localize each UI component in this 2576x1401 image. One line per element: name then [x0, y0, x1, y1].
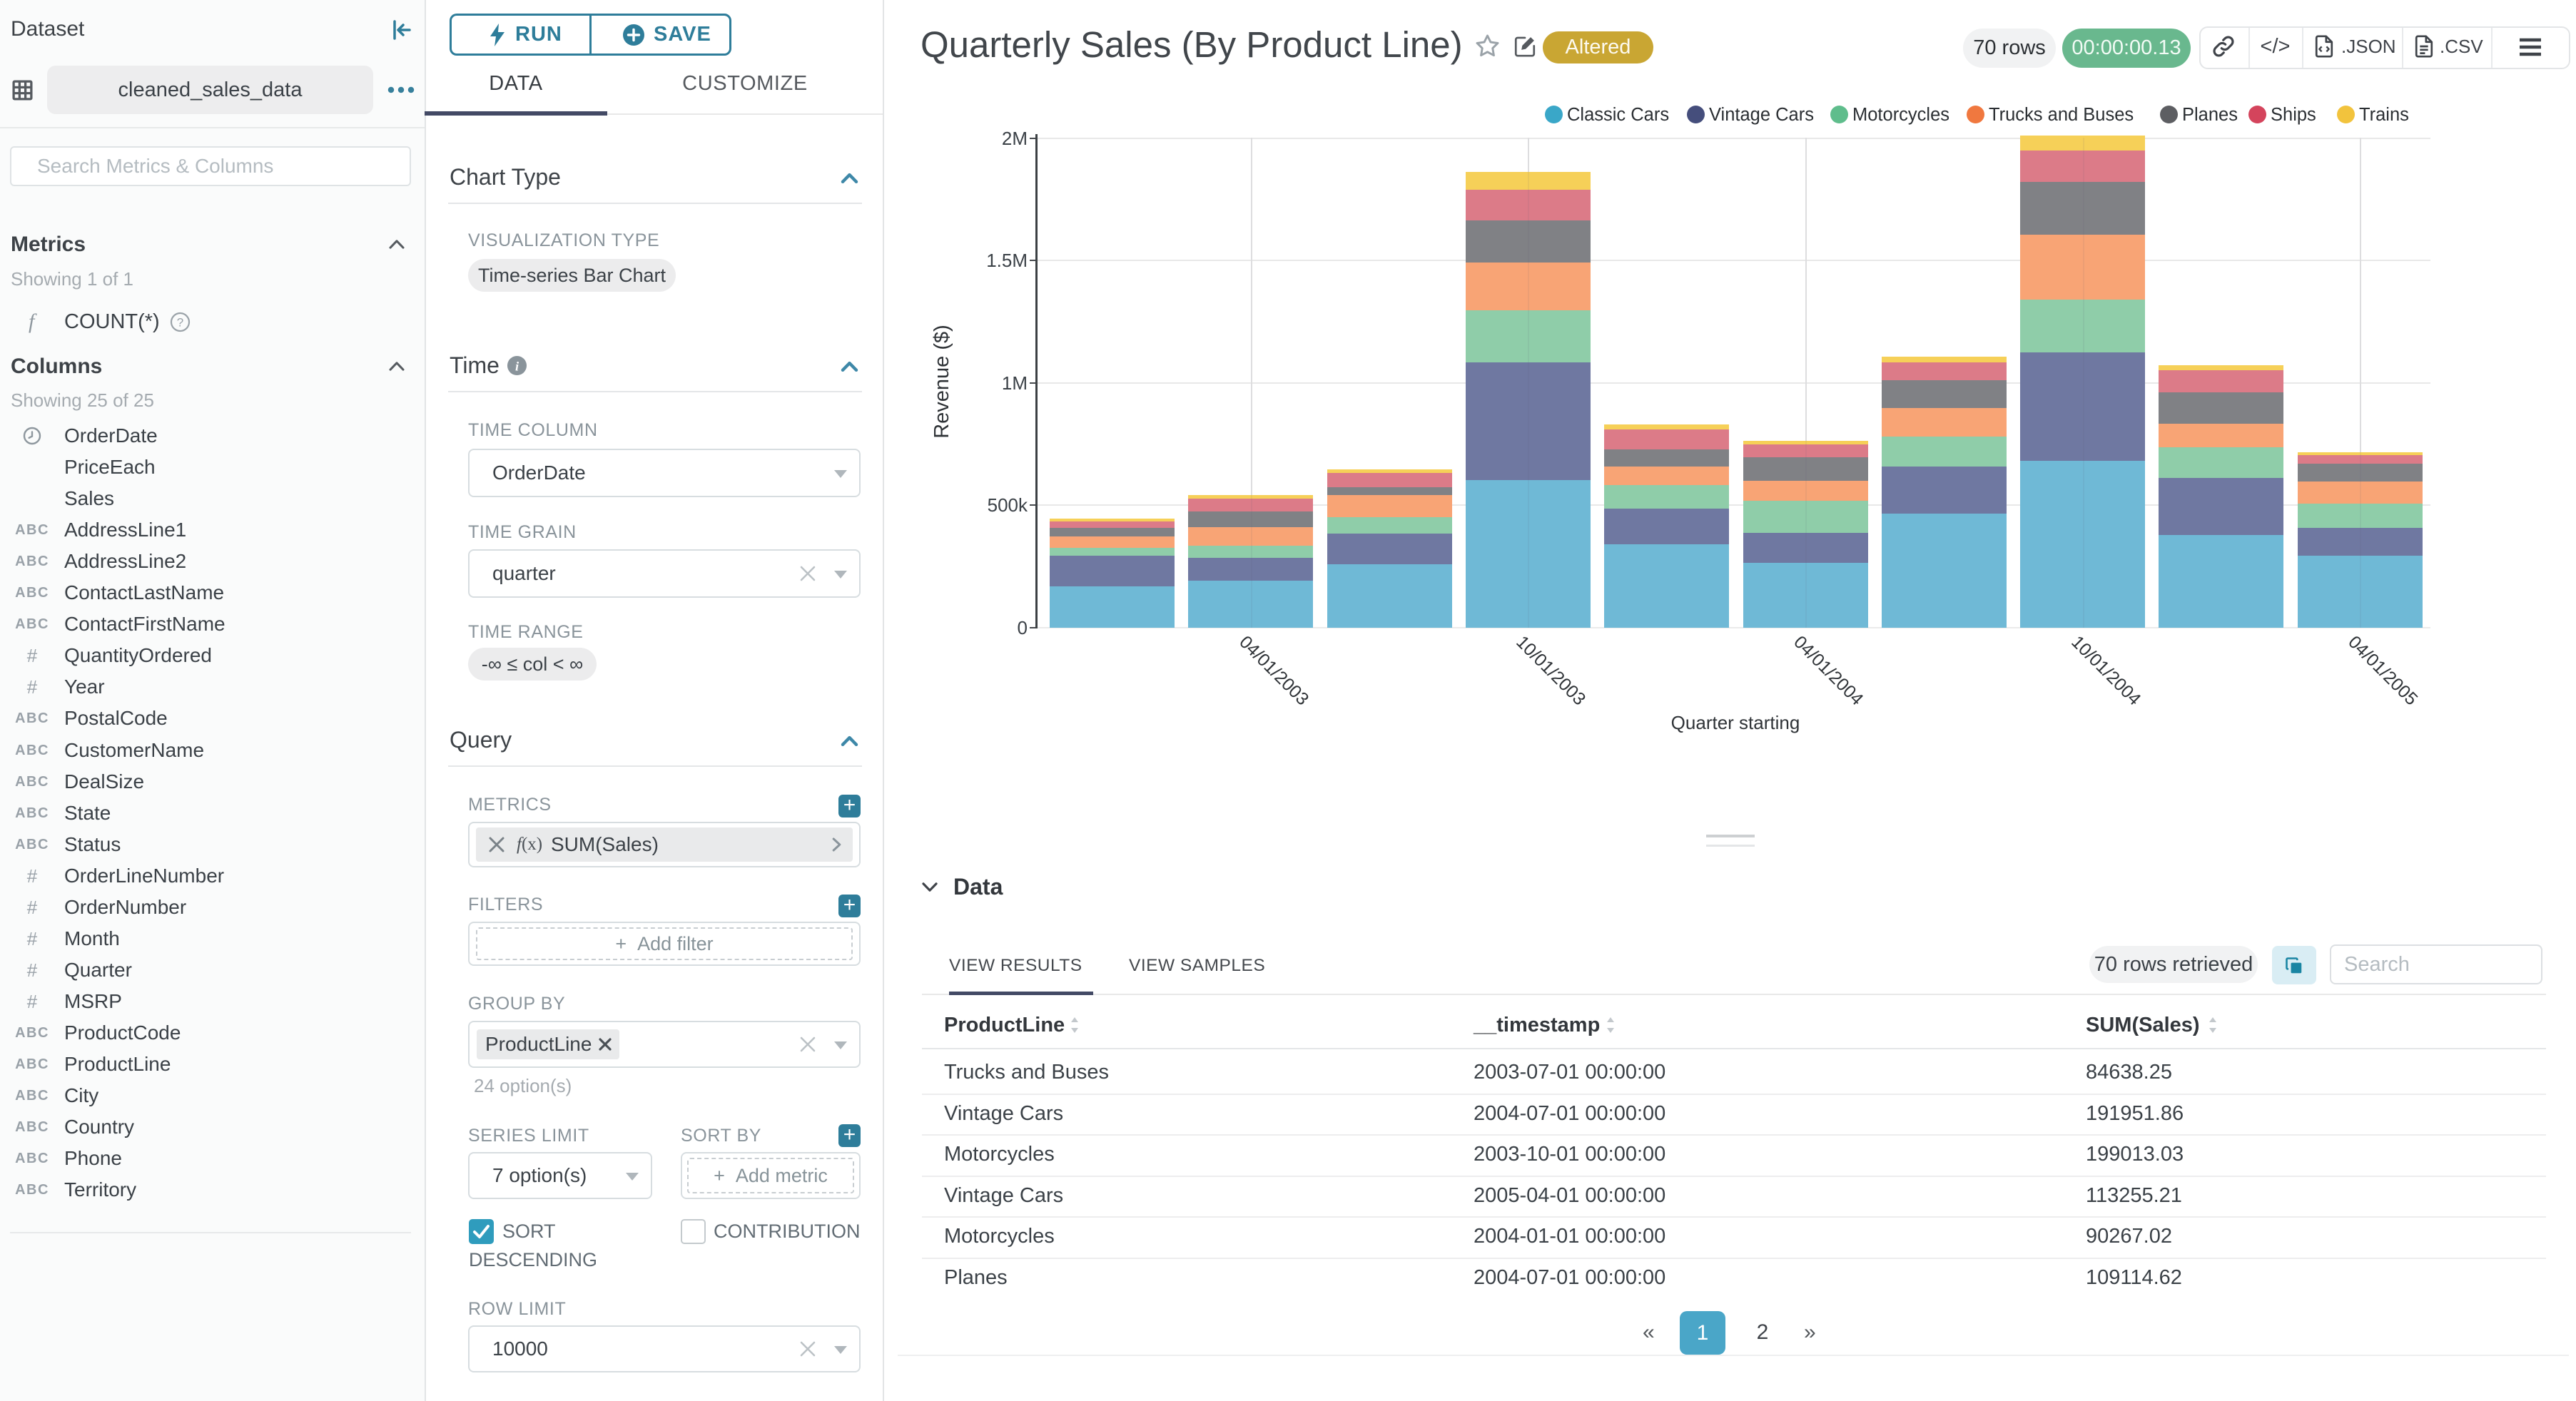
svg-text:i: i [515, 359, 519, 373]
svg-text:?: ? [177, 316, 183, 330]
